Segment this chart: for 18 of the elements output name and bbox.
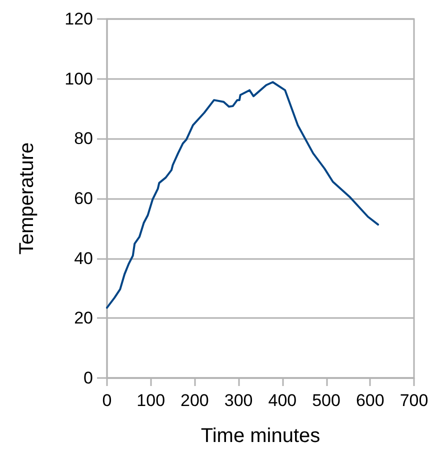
x-tick-label: 600 [356, 391, 384, 410]
x-tick-label: 700 [400, 391, 428, 410]
x-tick-label: 300 [224, 391, 253, 410]
x-tick-label: 500 [312, 391, 340, 410]
y-tick-label: 60 [74, 189, 93, 208]
y-tick-label: 80 [74, 129, 93, 148]
x-tick-label: 400 [268, 391, 297, 410]
x-tick-label: 200 [180, 391, 209, 410]
y-tick-label: 20 [74, 308, 93, 328]
x-tick-label: 0 [102, 391, 112, 410]
x-tick-label: 100 [136, 391, 166, 410]
x-axis-title: Time minutes [200, 425, 320, 447]
y-tick-label: 0 [84, 368, 93, 388]
y-axis-title: Temperature [16, 142, 38, 255]
y-tick-label: 100 [64, 69, 93, 88]
y-tick-label: 40 [74, 248, 93, 268]
y-tick-label: 120 [64, 10, 93, 28]
line-series [106, 81, 380, 309]
